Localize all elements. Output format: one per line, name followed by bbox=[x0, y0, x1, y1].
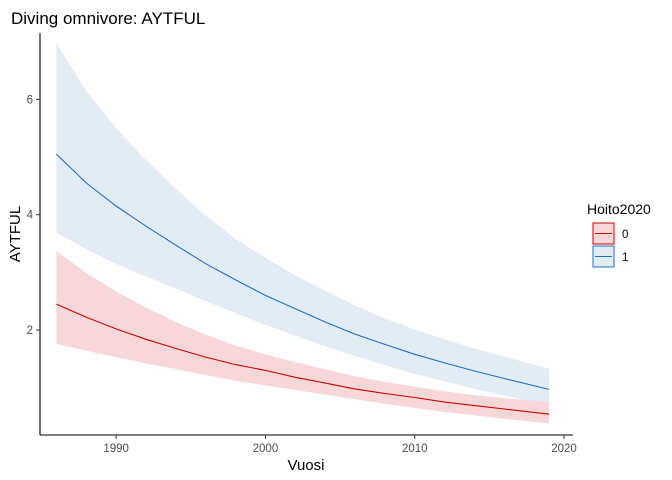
trend-line-series-1 bbox=[56, 153, 550, 390]
chart-title: Diving omnivore: AYTFUL bbox=[11, 9, 205, 28]
x-tick-label: 2020 bbox=[551, 443, 577, 455]
x-tick-label: 2010 bbox=[402, 443, 428, 455]
plot-area bbox=[56, 43, 550, 424]
confidence-band-series-0 bbox=[56, 251, 550, 424]
x-axis-ticks: 1990 2000 2010 2020 bbox=[103, 435, 577, 455]
y-tick-label: 6 bbox=[27, 94, 33, 106]
x-tick-label: 1990 bbox=[103, 443, 129, 455]
y-tick-label: 4 bbox=[27, 210, 34, 222]
legend-title: Hoito2020 bbox=[587, 201, 651, 217]
legend: Hoito2020 0 1 bbox=[587, 201, 651, 268]
y-axis-title: AYTFUL bbox=[7, 206, 24, 262]
x-axis-title: Vuosi bbox=[288, 457, 325, 474]
trend-line-series-0 bbox=[56, 303, 550, 415]
confidence-band-series-1 bbox=[56, 43, 550, 406]
legend-label-1: 1 bbox=[622, 252, 628, 264]
x-tick-label: 2000 bbox=[253, 443, 279, 455]
y-axis-ticks: 2 4 6 bbox=[27, 94, 40, 337]
legend-label-0: 0 bbox=[622, 229, 628, 241]
y-tick-label: 2 bbox=[27, 325, 33, 337]
